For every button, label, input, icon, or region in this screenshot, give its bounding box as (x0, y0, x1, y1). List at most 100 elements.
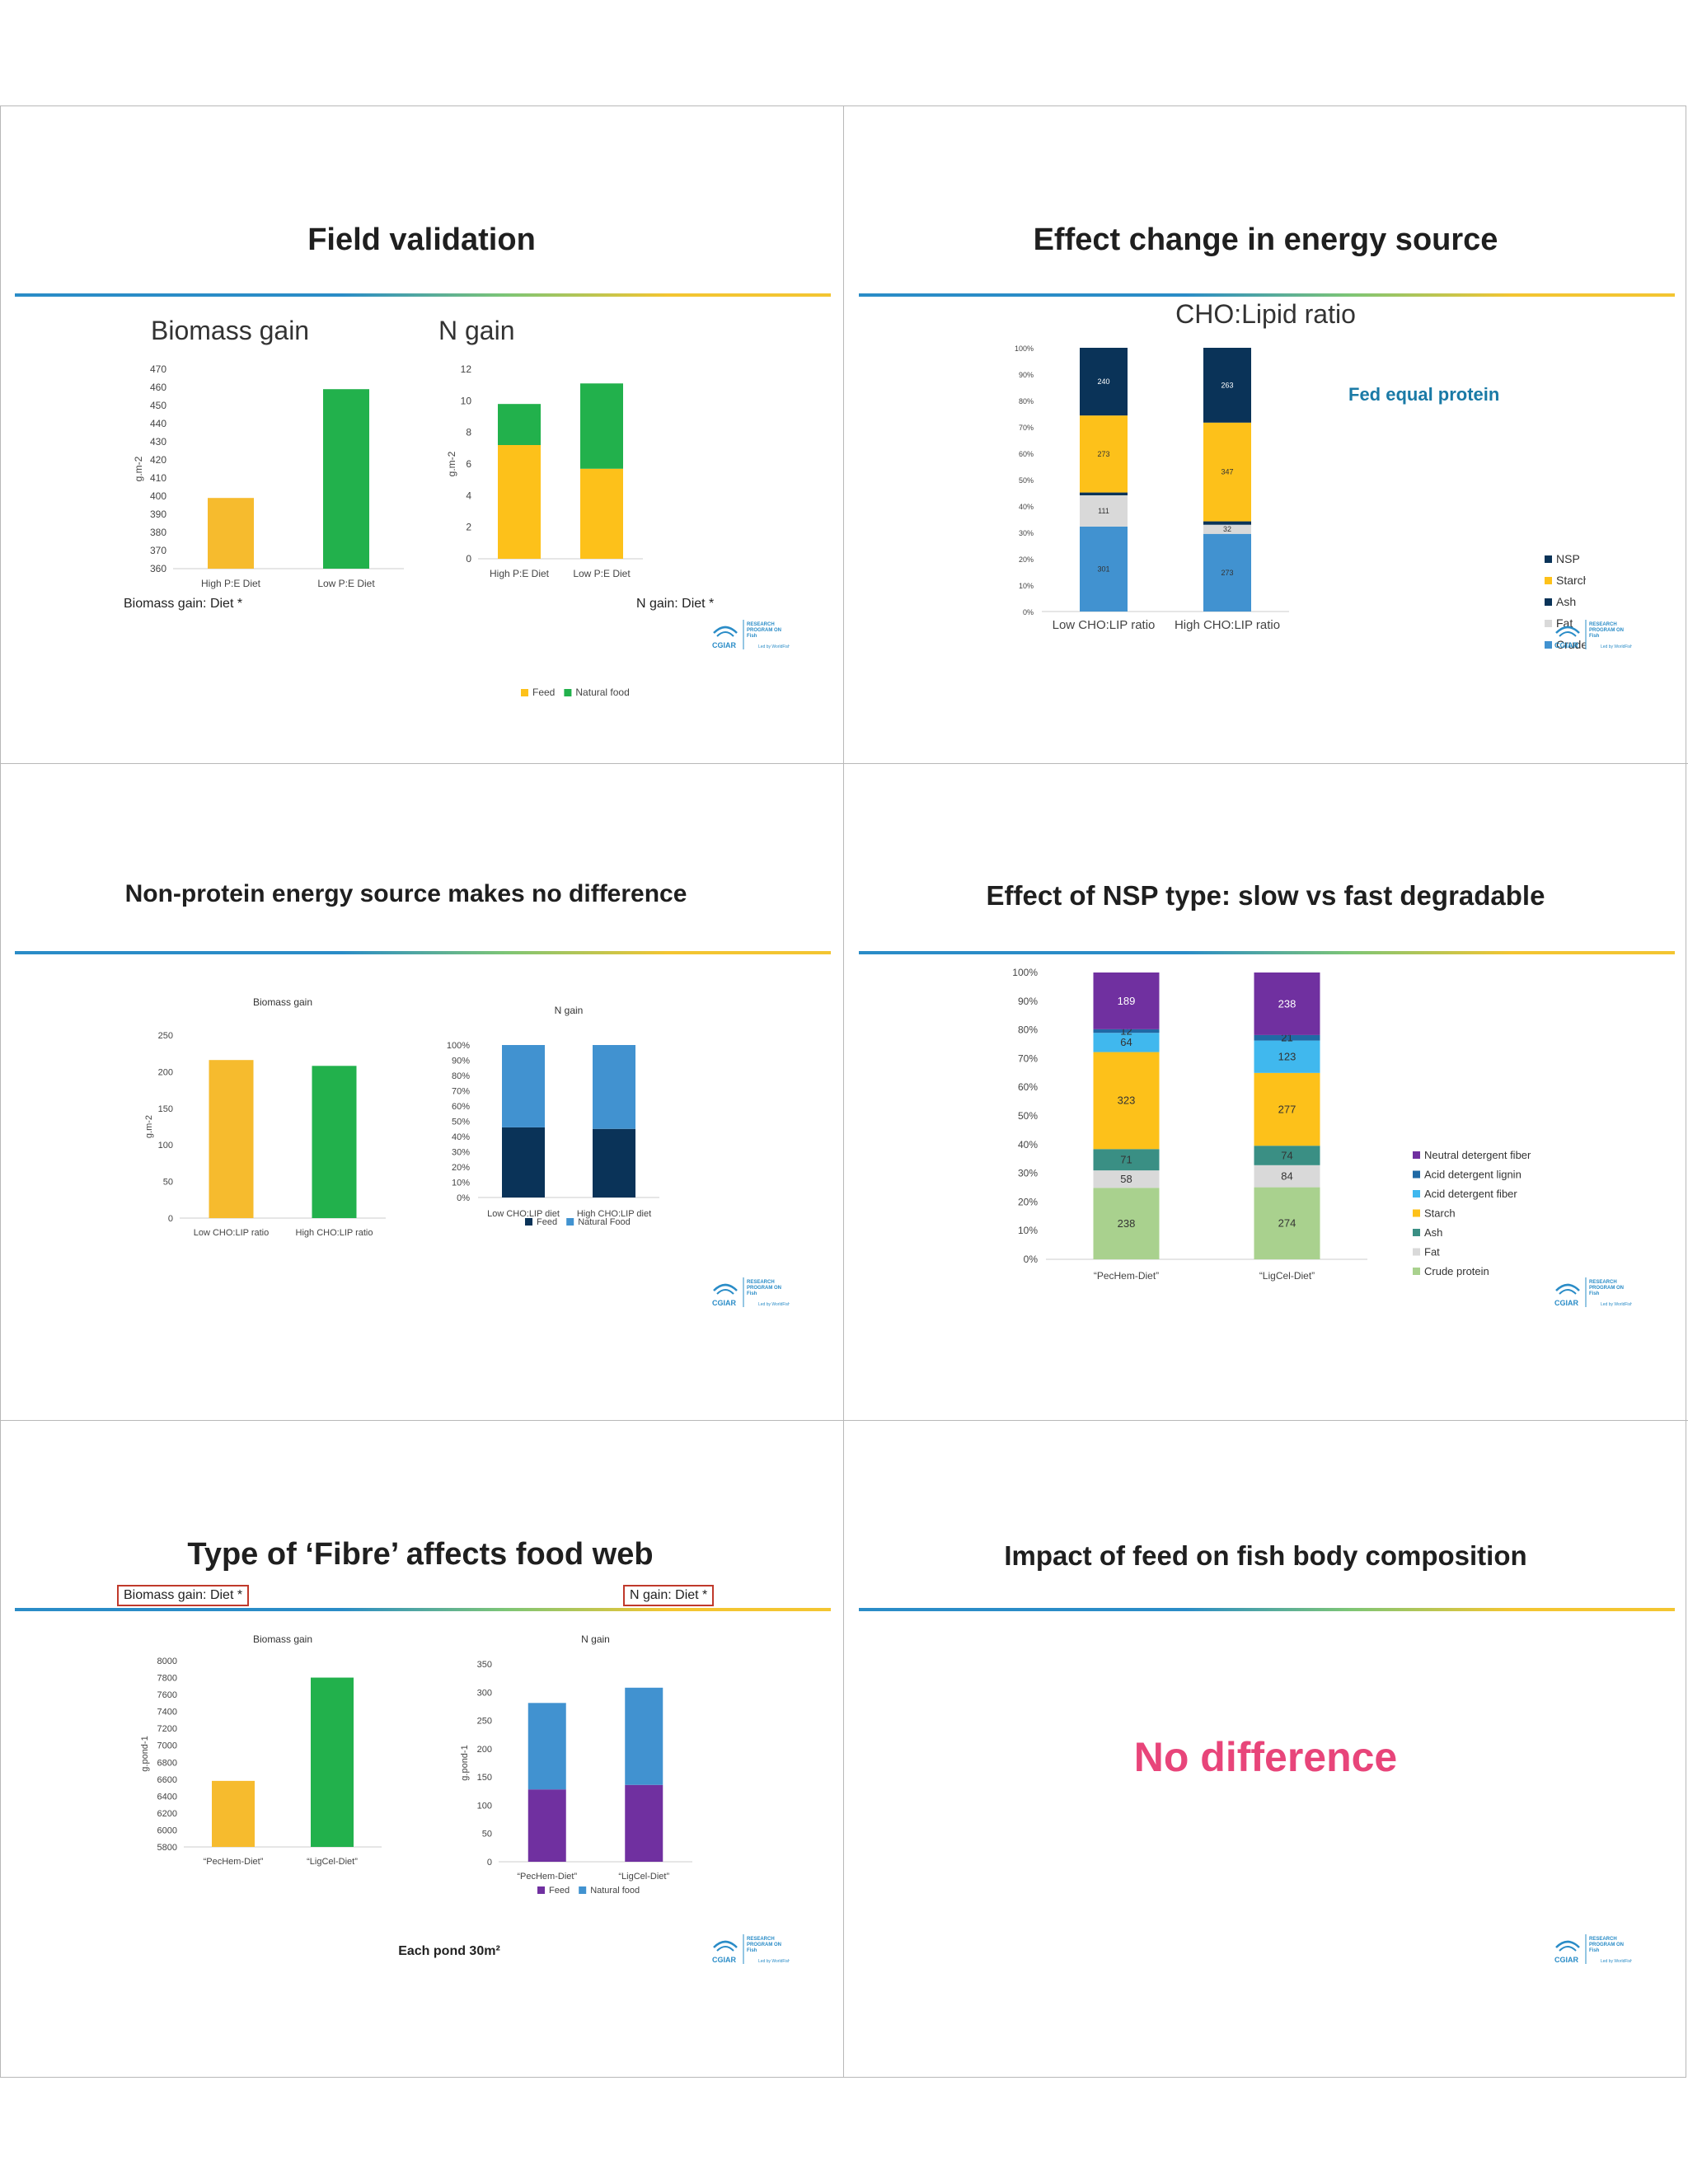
logo-program-text: Fish (1589, 1948, 1600, 1953)
legend-swatch (1545, 577, 1552, 584)
x-tick-label: “LigCel-Diet” (618, 1872, 669, 1882)
logo-program-text: RESEARCH (747, 1937, 775, 1942)
y-tick-label: 7400 (157, 1708, 177, 1718)
title-divider (15, 1608, 831, 1611)
data-label: 74 (1281, 1149, 1292, 1161)
bar-segment (1080, 494, 1128, 527)
y-tick-label: 150 (158, 1104, 173, 1114)
data-label: 347 (1221, 468, 1233, 476)
chart-title: N gain (581, 1633, 610, 1645)
logo-program-text: Fish (1589, 1291, 1600, 1296)
y-tick-label: 90% (452, 1057, 470, 1066)
slide-field-validation: Field validation Biomass gain N gain 360… (0, 105, 843, 762)
x-tick-label: Low CHO:LIP diet (487, 1209, 560, 1219)
legend-label: Ash (1556, 595, 1576, 608)
y-tick-label: 50 (482, 1830, 492, 1840)
y-axis-label: g.m-2 (133, 456, 144, 481)
y-tick-label: 80% (1018, 1024, 1038, 1036)
logo-arc-icon (713, 626, 738, 634)
logo-program-text: RESEARCH (1589, 1280, 1617, 1285)
cgiar-logo: CGIAR RESEARCH PROGRAM ON Fish Led by WorldF… (1553, 1276, 1633, 1309)
y-tick-label: 50% (452, 1118, 470, 1127)
y-tick-label: 6600 (157, 1775, 177, 1785)
bar-segment (1080, 348, 1128, 416)
y-tick-label: 20% (452, 1163, 470, 1173)
y-tick-label: 100 (477, 1801, 492, 1811)
x-tick-label: High P:E Diet (490, 568, 550, 579)
legend-swatch (521, 689, 528, 696)
y-tick-label: 6 (466, 458, 471, 470)
bar-segment (498, 445, 541, 559)
bar-segment (1254, 1034, 1320, 1041)
legend-swatch (1413, 1170, 1420, 1179)
y-tick-label: 6000 (157, 1825, 177, 1835)
y-tick-label: 100% (1012, 967, 1038, 978)
y-tick-label: 7600 (157, 1690, 177, 1700)
biomass-gain-chart: 5800 6000 6200 6400 6600 6800 7000 7200 7400 7600… (140, 1633, 382, 1867)
title-divider (859, 1608, 1675, 1611)
title-divider (15, 293, 831, 297)
y-tick-label: 300 (477, 1688, 492, 1698)
bar-segment (1080, 492, 1128, 495)
legend-swatch (1545, 598, 1552, 606)
y-tick-label: 430 (150, 436, 166, 448)
legend-label: Neutral detergent fiber (1424, 1149, 1531, 1161)
bar-segment (625, 1687, 663, 1785)
bar-segment (1203, 521, 1251, 525)
data-label: 277 (1278, 1103, 1296, 1115)
stat-note-ngain: N gain: Diet * (636, 597, 715, 611)
stat-note-ngain: N gain: Diet * (623, 1585, 715, 1606)
logo-wordmark: CGIAR (1554, 641, 1579, 649)
grid-divider-row2 (0, 1420, 1688, 1421)
data-label: 263 (1221, 381, 1233, 389)
logo-arc-icon (716, 1289, 734, 1295)
legend-swatch (1413, 1209, 1420, 1217)
y-tick-label: 60% (452, 1102, 470, 1112)
bar (323, 389, 369, 569)
x-tick-label: Low P:E Diet (573, 568, 631, 579)
legend-swatch (1413, 1248, 1420, 1256)
x-tick-label: “PecHem-Diet” (204, 1857, 264, 1867)
data-label: 64 (1120, 1036, 1132, 1048)
slide-title: Impact of feed on fish body composition (1004, 1540, 1527, 1571)
slide-title: Non-protein energy source makes no diffe… (124, 880, 687, 907)
stat-note-biomass: Biomass gain: Diet * (124, 597, 243, 611)
y-tick-label: 20% (1019, 555, 1034, 564)
legend-swatch (1413, 1190, 1420, 1197)
y-tick-label: 10% (1018, 1225, 1038, 1236)
logo-arc-icon (1559, 631, 1577, 637)
data-label: 273 (1097, 450, 1109, 458)
logo-program-text: RESEARCH (1589, 622, 1617, 627)
y-tick-label: 360 (150, 563, 166, 574)
y-tick-label: 8000 (157, 1657, 177, 1666)
y-tick-label: 5800 (157, 1843, 177, 1853)
x-tick-label: “PecHem-Diet” (1094, 1270, 1159, 1282)
slide-title: Effect of NSP type: slow vs fast degrada… (986, 880, 1545, 911)
y-tick-label: 200 (477, 1745, 492, 1755)
y-tick-label: 8 (466, 427, 471, 438)
y-tick-label: 80% (452, 1071, 470, 1081)
x-tick-label: “PecHem-Diet” (517, 1872, 577, 1882)
legend-label: Feed (532, 687, 555, 698)
y-tick-label: 250 (477, 1717, 492, 1727)
y-tick-label: 250 (158, 1031, 173, 1041)
y-tick-label: 50 (163, 1178, 173, 1188)
legend-swatch (537, 1886, 545, 1894)
bar (311, 1677, 354, 1847)
bar-segment (1093, 1170, 1160, 1188)
logo-tagline: Led by WorldFish (758, 1302, 790, 1307)
y-tick-label: 0 (466, 553, 471, 565)
y-tick-label: 70% (1019, 424, 1034, 432)
bar-segment (1093, 972, 1160, 1029)
logo-arc-icon (713, 1283, 738, 1291)
bar-segment (1254, 1072, 1320, 1146)
legend-label: Acid detergent fiber (1424, 1188, 1517, 1200)
legend-swatch (1545, 641, 1552, 649)
data-label: 111 (1098, 507, 1109, 515)
bar-segment (1080, 415, 1128, 493)
logo-program-text: PROGRAM ON (747, 1943, 781, 1947)
